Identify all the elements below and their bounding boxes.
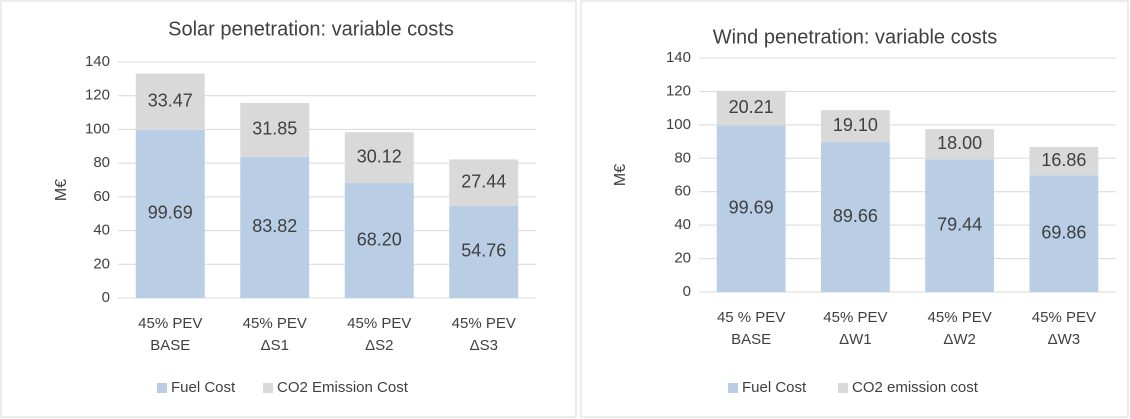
y-tick-label: 120 [666, 82, 691, 99]
chart-title: Solar penetration: variable costs [168, 18, 454, 40]
x-tick-label: ΔW2 [943, 331, 976, 348]
y-axis-label: M€ [53, 179, 70, 201]
x-tick-label: ΔS2 [365, 337, 393, 354]
y-tick-label: 80 [93, 154, 110, 171]
data-label: 99.69 [148, 203, 193, 223]
legend-label: Fuel Cost [742, 379, 807, 396]
data-label: 18.00 [937, 133, 982, 153]
chart-title: Wind penetration: variable costs [713, 26, 998, 48]
bar-segment [135, 129, 205, 298]
data-label: 30.12 [357, 146, 402, 166]
y-tick-label: 140 [85, 53, 110, 70]
bar-segment [1029, 147, 1099, 176]
y-tick-label: 20 [93, 255, 110, 272]
y-tick-label: 0 [683, 283, 691, 300]
data-label: 89.66 [833, 206, 878, 226]
x-tick-label: ΔW3 [1048, 331, 1081, 348]
x-tick-label: 45% PEV [138, 315, 202, 332]
x-tick-label: 45% PEV [1032, 309, 1096, 326]
data-label: 83.82 [252, 216, 297, 236]
data-label: 69.86 [1041, 222, 1086, 242]
x-tick-label: ΔS1 [261, 337, 289, 354]
y-tick-label: 100 [666, 116, 691, 133]
bar-segment [820, 110, 890, 143]
bar-segment [344, 183, 414, 298]
bar-segment [240, 156, 310, 298]
y-tick-label: 20 [674, 250, 691, 267]
y-axis-label: M€ [612, 164, 629, 186]
bar-segment [925, 159, 995, 292]
x-tick-label: 45% PEV [347, 315, 411, 332]
data-label: 31.85 [252, 119, 297, 139]
data-label: 16.86 [1041, 150, 1086, 170]
x-tick-label: ΔW1 [839, 331, 872, 348]
x-tick-label: 45 % PEV [717, 309, 785, 326]
legend-swatch [728, 383, 738, 393]
bar-segment [449, 205, 519, 298]
data-label: 79.44 [937, 214, 982, 234]
data-label: 33.47 [148, 90, 193, 110]
x-tick-label: 45% PEV [243, 315, 307, 332]
y-tick-label: 140 [666, 49, 691, 66]
bar-segment [344, 132, 414, 184]
data-label: 19.10 [833, 115, 878, 135]
y-tick-label: 100 [85, 120, 110, 137]
legend-swatch [157, 383, 167, 393]
bar-segment [820, 142, 890, 292]
y-tick-label: 60 [93, 188, 110, 205]
bar-segment [716, 125, 786, 293]
bar-segment [135, 73, 205, 130]
legend-label: Fuel Cost [171, 379, 236, 396]
y-tick-label: 60 [674, 183, 691, 200]
x-tick-label: 45% PEV [452, 315, 516, 332]
bar-segment [449, 159, 519, 206]
y-tick-label: 80 [674, 149, 691, 166]
data-label: 68.20 [357, 229, 402, 249]
legend-label: CO2 Emission Cost [277, 379, 409, 396]
bar-segment [240, 103, 310, 157]
data-label: 27.44 [461, 171, 506, 191]
legend-label: CO2 emission cost [852, 379, 979, 396]
legend-swatch [263, 383, 273, 393]
bar-segment [1029, 175, 1099, 292]
y-tick-label: 40 [93, 222, 110, 239]
bar-segment [925, 129, 995, 160]
data-label: 99.69 [729, 197, 774, 217]
x-tick-label: BASE [731, 331, 771, 348]
x-tick-label: 45% PEV [928, 309, 992, 326]
x-tick-label: BASE [150, 337, 190, 354]
data-label: 54.76 [461, 241, 506, 261]
x-tick-label: 45% PEV [823, 309, 887, 326]
x-tick-label: ΔS3 [470, 337, 498, 354]
y-tick-label: 120 [85, 87, 110, 104]
data-label: 20.21 [729, 97, 774, 117]
bar-segment [716, 91, 786, 126]
legend-swatch [838, 383, 848, 393]
y-tick-label: 40 [674, 216, 691, 233]
y-tick-label: 0 [102, 289, 110, 306]
